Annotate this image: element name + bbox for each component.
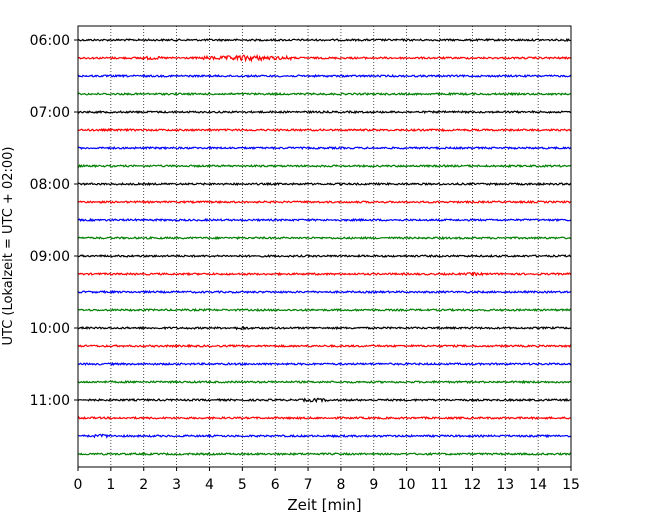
- x-tick-label: 11: [431, 477, 449, 493]
- seismogram-trace: [77, 91, 572, 97]
- seismogram-trace: [77, 451, 572, 457]
- x-tick-label: 13: [496, 477, 514, 493]
- x-tick-label: 5: [238, 477, 247, 493]
- seismogram-trace: [77, 271, 572, 277]
- x-tick-label: 4: [205, 477, 214, 493]
- seismogram-traces: [77, 37, 572, 457]
- seismogram-trace: [77, 397, 572, 404]
- x-axis-label: Zeit [min]: [287, 496, 361, 514]
- seismogram-trace: [77, 181, 572, 187]
- y-tick-label: 06:00: [30, 33, 70, 49]
- seismogram-trace: [77, 289, 572, 295]
- x-tick-label: 10: [398, 477, 416, 493]
- y-tick-label: 09:00: [30, 249, 70, 265]
- seismogram-trace: [77, 199, 572, 205]
- seismogram-trace: [77, 37, 572, 43]
- seismogram-trace: [77, 127, 572, 133]
- y-axis-label: UTC (Lokalzeit = UTC + 02:00): [1, 147, 16, 346]
- seismogram-trace: [77, 253, 572, 259]
- y-tick-label: 08:00: [30, 177, 70, 193]
- seismogram-trace: [77, 109, 572, 115]
- x-tick-label: 1: [106, 477, 115, 493]
- seismogram-trace: [77, 307, 572, 313]
- seismogram-trace: [77, 325, 572, 331]
- x-tick-label: 3: [172, 477, 181, 493]
- seismogram-trace: [77, 415, 572, 421]
- x-tick-label: 2: [139, 477, 148, 493]
- seismogram-trace: [77, 361, 572, 367]
- x-tick-label: 6: [271, 477, 280, 493]
- y-tick-label: 11:00: [30, 393, 70, 409]
- x-tick-label: 14: [529, 477, 547, 493]
- y-tick-label: 07:00: [30, 105, 70, 121]
- seismogram-trace: [77, 433, 572, 439]
- seismogram-trace: [77, 53, 572, 63]
- grid-lines: [110, 26, 539, 467]
- x-tick-label: 8: [336, 477, 345, 493]
- y-tick-label: 10:00: [30, 321, 70, 337]
- y-ticks: 06:00 07:00 08:00 09:00 10:00 11:00: [30, 33, 78, 409]
- seismogram-trace: [77, 217, 572, 223]
- x-tick-label: 15: [562, 477, 580, 493]
- x-tick-label: 0: [74, 477, 83, 493]
- seismogram-trace: [77, 163, 572, 169]
- seismogram-trace: [77, 343, 572, 349]
- x-tick-label: 9: [369, 477, 378, 493]
- seismogram-trace: [77, 379, 572, 385]
- x-tick-label: 7: [304, 477, 313, 493]
- seismogram-trace: [77, 235, 572, 241]
- seismogram-trace: [77, 145, 572, 151]
- plot-frame: [77, 25, 572, 468]
- x-tick-label: 12: [463, 477, 481, 493]
- seismogram-trace: [77, 73, 572, 79]
- x-ticks: 0 1 2 3 4 5 6 7 8 9 10 11 12 13 14 15: [74, 467, 580, 493]
